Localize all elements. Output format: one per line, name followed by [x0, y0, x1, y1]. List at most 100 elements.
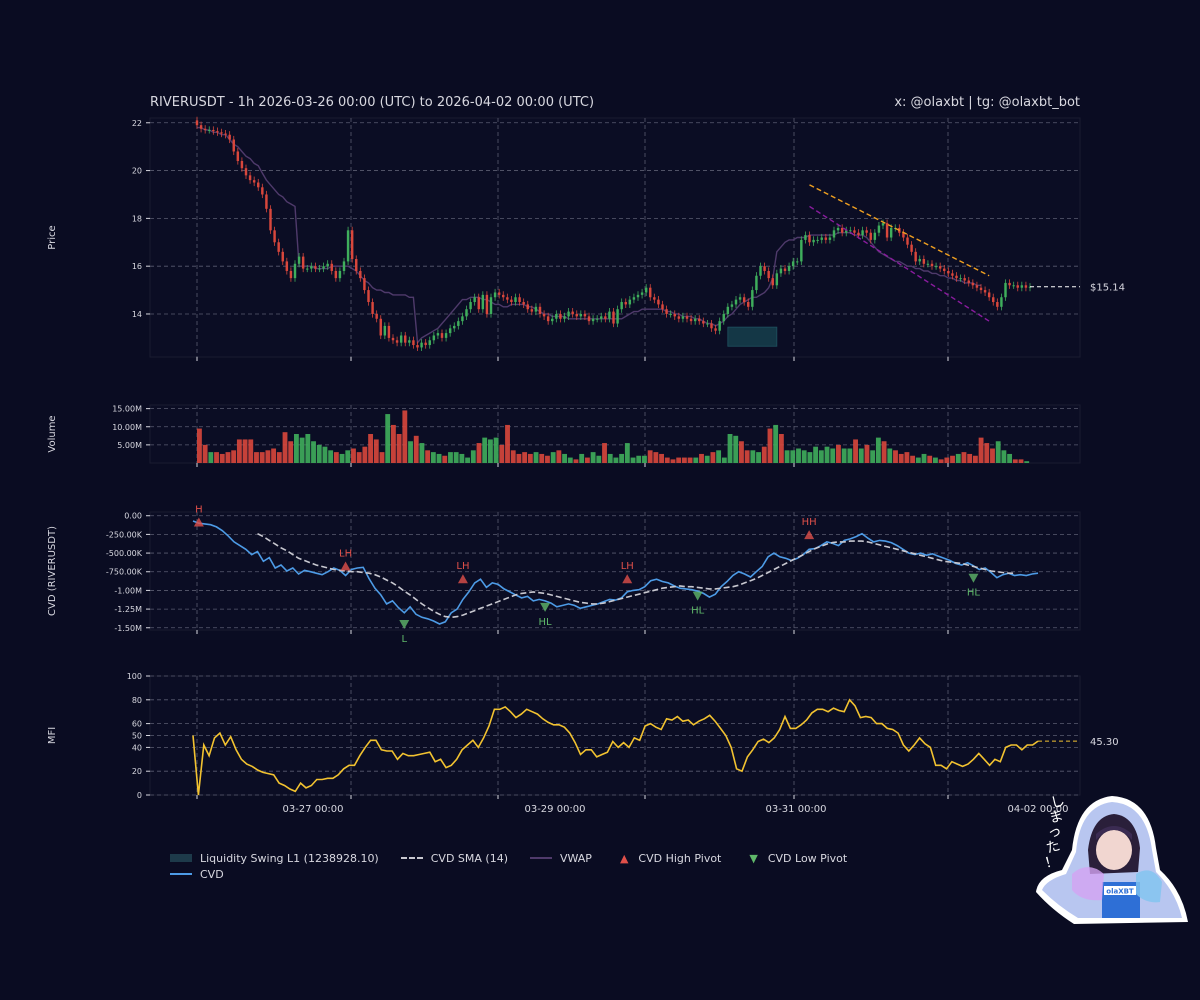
candle-body [730, 304, 734, 307]
volume-bar [704, 455, 710, 463]
candle-body [857, 232, 860, 236]
volume-bar [653, 452, 659, 463]
candle-body [1008, 282, 1011, 286]
candle-body [420, 342, 423, 348]
candle-body [306, 268, 309, 270]
legend-label: CVD High Pivot [638, 851, 722, 865]
y-tick-label: -1.25M [114, 605, 142, 614]
candle-body [983, 290, 987, 293]
cvd-high-pivot [457, 574, 468, 584]
candle-body [742, 297, 746, 303]
candle-body [493, 292, 497, 298]
candle-body [224, 133, 227, 135]
volume-bar [242, 439, 248, 463]
volume-bar [345, 450, 351, 463]
volume-bar [727, 434, 733, 463]
volume-bar [356, 452, 362, 463]
candle-body [212, 129, 215, 132]
volume-bar [853, 439, 858, 463]
triangle-down-icon: ▼ [749, 851, 758, 865]
candle-body [232, 139, 235, 152]
volume-bar [864, 444, 870, 463]
candle-body [922, 259, 926, 264]
candle-body [632, 297, 636, 300]
panel-frame [149, 117, 1081, 358]
volume-bar [721, 457, 727, 463]
volume-bar [773, 424, 779, 463]
cvd-pivot-label: HL [539, 617, 553, 628]
trendline-upper [809, 184, 990, 277]
candle-body [506, 297, 509, 300]
candle-body [551, 318, 554, 322]
candle-body [787, 266, 791, 271]
candle-body [518, 297, 521, 303]
y-tick-label: 16 [132, 262, 142, 271]
volume-bar [761, 446, 767, 463]
volume-bar [385, 414, 391, 463]
candle-body [526, 304, 529, 310]
volume-bar [887, 448, 893, 463]
volume-bar [801, 450, 807, 463]
volume-bar [818, 450, 824, 463]
volume-bar [470, 450, 476, 463]
candle-body [408, 340, 411, 343]
candle-body [424, 342, 427, 346]
volume-bar [328, 450, 334, 463]
volume-bar [259, 452, 265, 463]
volume-bar [442, 455, 448, 463]
volume-bar [607, 453, 613, 463]
mfi-last-label: 45.30 [1090, 737, 1119, 748]
candle-body [951, 273, 954, 276]
volume-bar [596, 455, 602, 463]
volume-bar [676, 457, 682, 463]
volume-bar [579, 453, 585, 463]
volume-bar [624, 443, 630, 463]
candle-body [836, 227, 840, 231]
cvd-pivot-label: LH [621, 561, 634, 572]
candle-body [567, 311, 570, 317]
candle-body [346, 230, 350, 262]
candle-body [755, 275, 758, 291]
volume-bar [670, 459, 676, 463]
volume-bar [390, 424, 396, 463]
volume-bar [305, 434, 311, 463]
candle-body [840, 227, 844, 233]
sticker-caption-glyph: っ [1046, 823, 1064, 842]
candle-body [714, 328, 717, 331]
candle-body [681, 316, 685, 319]
y-tick-label: 40 [132, 743, 142, 752]
candle-body [698, 318, 701, 322]
volume-bar [950, 455, 955, 463]
volume-bar [710, 452, 716, 463]
volume-bar [636, 455, 642, 463]
candle-body [473, 297, 476, 303]
cvd-pivot-label: HL [691, 606, 705, 617]
candle-body [620, 302, 623, 310]
candle-body [228, 134, 231, 140]
candle-body [987, 292, 991, 298]
candle-body [563, 316, 566, 319]
candle-body [497, 292, 501, 295]
volume-bar [642, 455, 647, 463]
volume-bar [225, 452, 231, 463]
cvd-pivot-label: HH [802, 517, 817, 528]
volume-bar [744, 450, 750, 463]
candle-body [342, 261, 346, 271]
candle-body [779, 268, 783, 274]
volume-bar [293, 434, 299, 463]
candle-body [979, 287, 983, 291]
volume-bar [830, 448, 836, 463]
volume-bar [373, 439, 379, 463]
candle-body [763, 266, 766, 271]
candle-body [722, 313, 725, 322]
candle-body [587, 316, 591, 322]
volume-bar [1007, 453, 1013, 463]
candle-body [934, 266, 938, 268]
candle-body [751, 290, 754, 307]
candle-body [869, 232, 872, 240]
candle-body [628, 299, 632, 305]
cvd-pivot-label: LH [456, 561, 469, 572]
y-axis-label: MFI [47, 727, 58, 744]
volume-bar [584, 457, 590, 463]
candle-body [502, 294, 505, 298]
